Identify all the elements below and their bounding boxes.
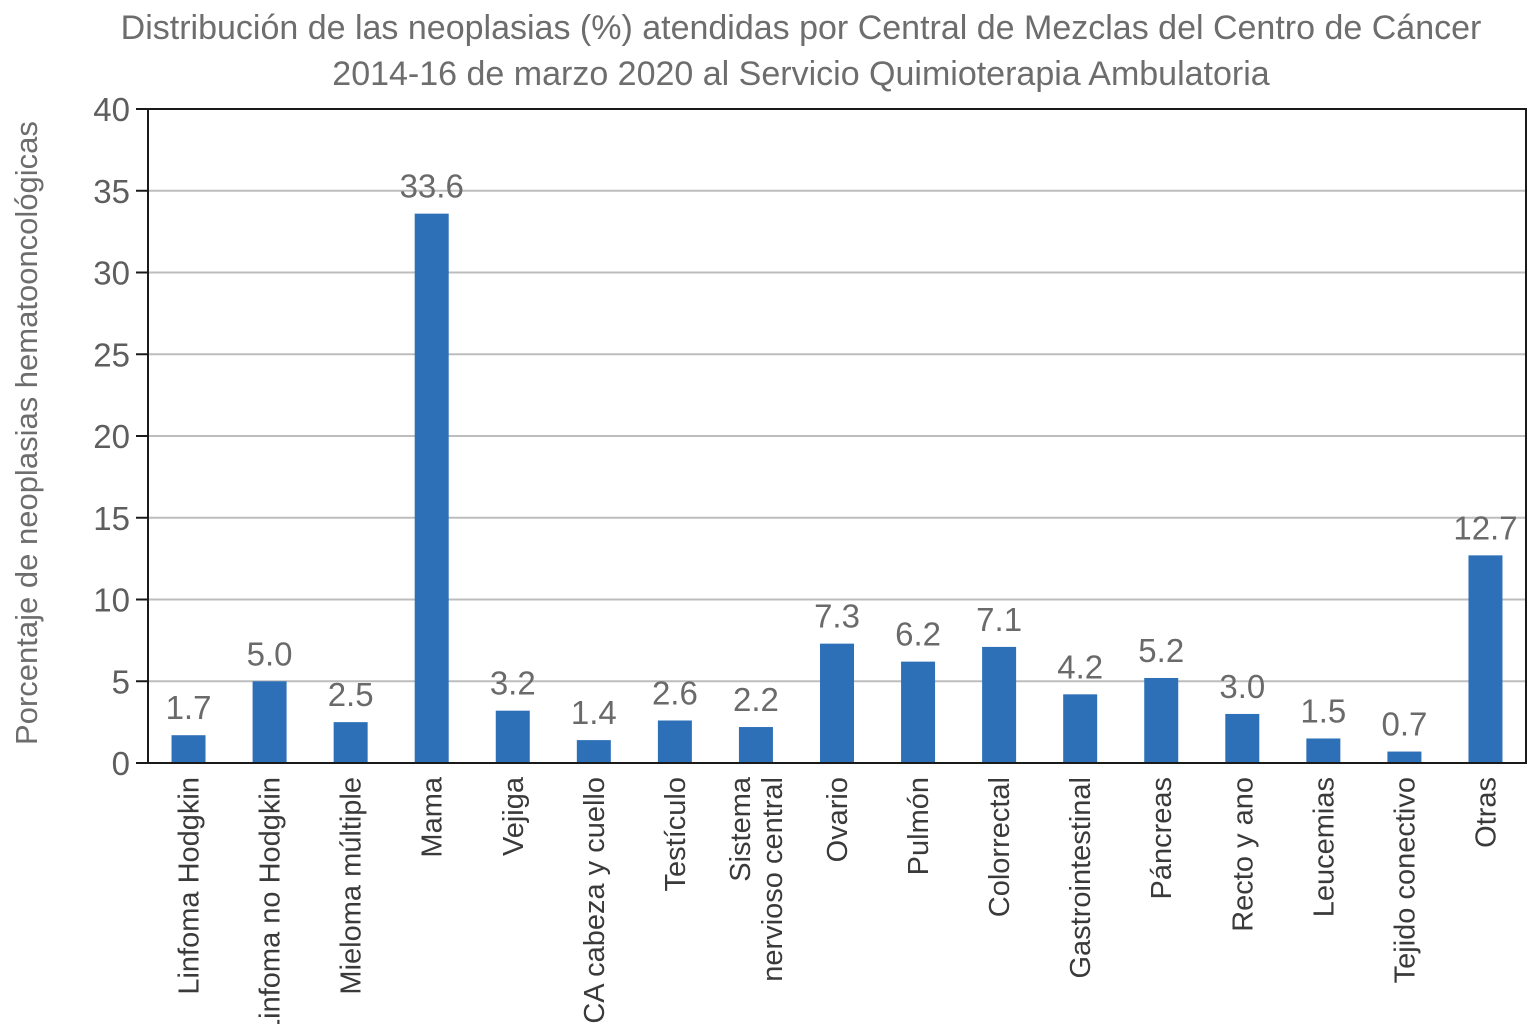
value-labels: 1.7 5.0 2.5 33.6 3.2 1.4 2.6 2.2 7.3 6.2 7.1 4.2 5.2… (166, 168, 1518, 743)
bar (1225, 713, 1260, 763)
y-tick-label: 30 (93, 255, 130, 292)
bar (1063, 694, 1098, 763)
bar (495, 710, 530, 763)
category-labels: Linfoma Hodgkin Linfoma no Hodgkin Mieloma… (174, 776, 1503, 1024)
category-label: Sistema (725, 776, 757, 882)
value-label: 33.6 (400, 168, 464, 205)
y-tick-label: 10 (93, 582, 130, 619)
gridlines (148, 189, 1526, 683)
y-tick-label: 35 (93, 173, 130, 210)
category-label: CA cabeza y cuello (579, 777, 611, 1024)
value-label: 2.2 (733, 681, 779, 718)
category-label: Linfoma no Hodgkin (255, 777, 287, 1024)
bar (901, 661, 936, 763)
bar (1387, 751, 1422, 763)
bars (171, 213, 1503, 763)
value-label: 4.2 (1057, 648, 1103, 685)
chart-title-line: Distribución de las neoplasias (%) atend… (121, 9, 1482, 47)
value-label: 5.0 (247, 635, 293, 672)
category-label: Otras (1470, 777, 1502, 848)
bar (171, 735, 206, 763)
value-label: 2.6 (652, 674, 698, 711)
y-tick-label: 25 (93, 336, 130, 373)
y-axis-label: Porcentaje de neoplasias hematooncológic… (9, 121, 44, 745)
category-label: Recto y ano (1227, 777, 1259, 932)
category-label: Mieloma múltiple (336, 777, 368, 995)
bar (333, 722, 368, 763)
value-label: 1.7 (166, 689, 212, 726)
value-label: 0.7 (1381, 706, 1427, 743)
category-label: Gastrointestinal (1065, 777, 1097, 979)
bar (252, 681, 287, 763)
category-label: Linfoma Hodgkin (174, 777, 206, 995)
y-tick-label: 40 (93, 91, 130, 128)
y-tick-label: 15 (93, 500, 130, 537)
category-label: nervioso central (757, 777, 789, 982)
value-label: 1.5 (1300, 692, 1346, 729)
category-label: Leucemias (1308, 777, 1340, 917)
category-label: Mama (417, 776, 449, 857)
category-label: Pulmón (903, 777, 935, 875)
value-label: 5.2 (1138, 632, 1184, 669)
value-label: 1.4 (571, 694, 617, 731)
y-tick-label: 0 (112, 745, 130, 782)
category-label: Tejido conectivo (1389, 777, 1421, 983)
bar (982, 646, 1017, 763)
bar (1306, 738, 1341, 763)
bar (1468, 555, 1503, 763)
bar (657, 720, 692, 763)
y-axis-ticks: 0 5 10 15 20 25 30 35 40 (93, 91, 148, 782)
value-label: 7.3 (814, 598, 860, 635)
chart-title-line: 2014-16 de marzo 2020 al Servicio Quimio… (332, 55, 1269, 93)
category-label: Ovario (822, 777, 854, 862)
value-label: 12.7 (1453, 509, 1517, 546)
value-label: 6.2 (895, 616, 941, 653)
value-label: 3.0 (1219, 668, 1265, 705)
bar (738, 727, 773, 763)
category-label: Vejiga (498, 776, 530, 856)
bar (414, 213, 449, 763)
value-label: 7.1 (976, 601, 1022, 638)
value-label: 2.5 (328, 676, 374, 713)
chart-title: Distribución de las neoplasias (%) atend… (121, 9, 1482, 93)
bar (1144, 677, 1179, 763)
value-label: 3.2 (490, 665, 536, 702)
category-label: Testículo (660, 777, 692, 891)
y-tick-label: 20 (93, 418, 130, 455)
y-axis-title: Porcentaje de neoplasias hematooncológic… (9, 121, 44, 745)
category-label: Páncreas (1146, 777, 1178, 900)
bar (820, 643, 854, 763)
category-label: Colorrectal (984, 777, 1016, 917)
bar (576, 740, 611, 763)
y-tick-label: 5 (112, 663, 130, 700)
